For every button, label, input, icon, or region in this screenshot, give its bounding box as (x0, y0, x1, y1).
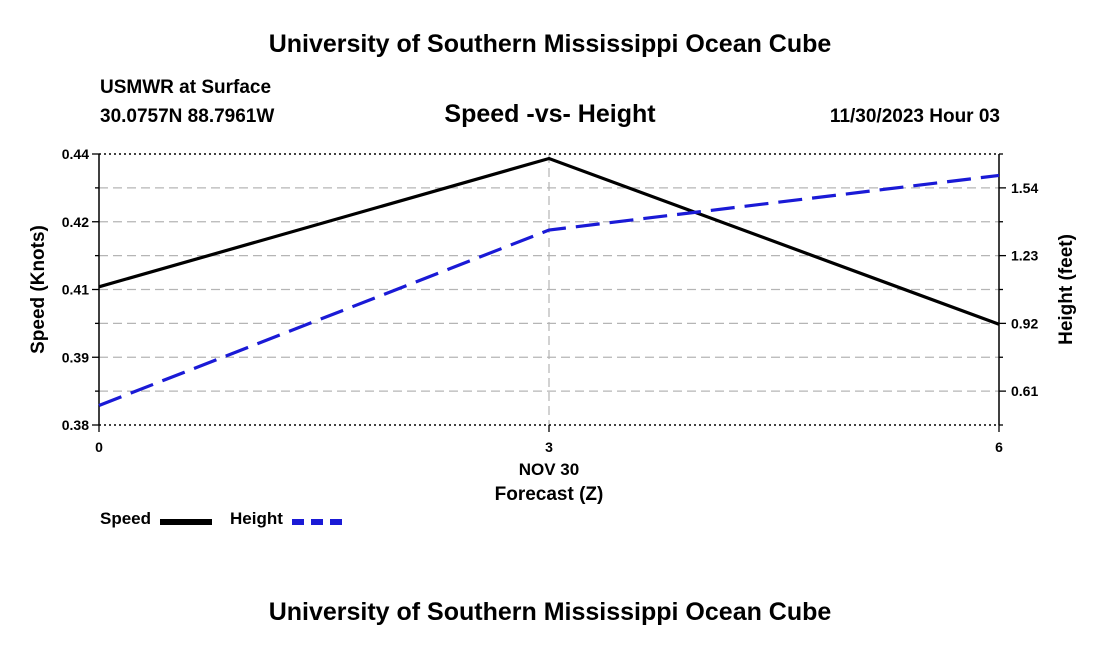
left-axis-tick-label: 0.39 (62, 349, 89, 365)
right-axis-tick-label: 1.54 (1011, 180, 1038, 196)
footer-title: University of Southern Mississippi Ocean… (268, 598, 832, 626)
datetime-label: 11/30/2023 Hour 03 (829, 106, 1000, 127)
left-axis-tick-label: 0.38 (62, 417, 89, 433)
right-axis-tick-label: 0.92 (1011, 315, 1038, 331)
series-line-height (98, 173, 1000, 407)
x-axis-tick-label: 6 (995, 439, 1003, 455)
right-axis-title: Height (feet) (1056, 234, 1077, 345)
legend-height-label: Height (230, 509, 283, 528)
left-axis-title: Speed (Knots) (28, 225, 49, 354)
left-axis-tick-label: 0.44 (62, 146, 89, 162)
x-axis-tick-label: 3 (545, 439, 553, 455)
coordinates-label: 30.0757N 88.7961W (100, 106, 275, 127)
station-label: USMWR at Surface (100, 77, 272, 98)
x-axis-title: Forecast (Z) (495, 484, 604, 505)
chart-title: Speed -vs- Height (444, 100, 656, 128)
series-line-speed (98, 156, 1000, 326)
legend-height-swatch (292, 519, 342, 525)
x-axis-tick-label: 0 (95, 439, 103, 455)
legend-speed-swatch (160, 519, 212, 525)
legend-speed-label: Speed (100, 509, 152, 528)
x-axis-date-label: NOV 30 (519, 460, 579, 479)
right-axis-tick-label: 1.23 (1011, 248, 1038, 264)
main-title: University of Southern Mississippi Ocean… (268, 30, 832, 58)
left-axis-tick-label: 0.42 (62, 214, 89, 230)
left-axis-tick-label: 0.41 (62, 282, 89, 298)
right-axis-tick-label: 0.61 (1011, 383, 1038, 399)
